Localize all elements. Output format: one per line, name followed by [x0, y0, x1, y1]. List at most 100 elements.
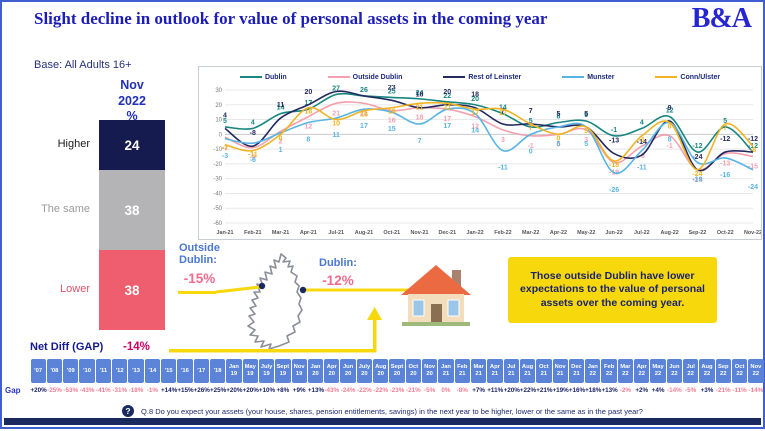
gap-column: '10 -43% [79, 359, 95, 395]
svg-text:Nov-21: Nov-21 [411, 230, 429, 236]
data-label: 0 [279, 135, 283, 142]
legend-label: Outside Dublin [352, 73, 403, 81]
data-label: 17 [304, 100, 312, 107]
gap-column: '16 +15% [177, 359, 194, 395]
data-label: -16 [720, 172, 730, 179]
gap-column: Feb 21 -8% [454, 359, 470, 395]
gap-column: Jan 19 +20% [226, 359, 243, 395]
gap-value: -43% [324, 387, 340, 394]
data-label: 22 [443, 93, 451, 100]
gap-value: -8% [456, 387, 468, 394]
data-label: -12 [748, 136, 758, 143]
gap-value: +3% [700, 387, 714, 394]
svg-text:Aug-22: Aug-22 [660, 230, 678, 236]
svg-text:Dec-21: Dec-21 [438, 230, 456, 236]
svg-text:-40: -40 [213, 191, 222, 197]
net-diff-arrow-shaft [373, 318, 377, 352]
insight-box: Those outside Dublin have lower expectat… [508, 257, 717, 323]
gap-value: +25% [209, 387, 227, 394]
data-label: 16 [388, 118, 396, 125]
svg-text:Sep-22: Sep-22 [689, 230, 707, 236]
data-label: 18 [304, 109, 312, 116]
gap-value: -23% [389, 387, 405, 394]
gap-column: Jan 22 +18% [585, 359, 601, 395]
bottom-bar [4, 418, 761, 425]
data-label: 3 [584, 137, 588, 144]
gap-period: Sept 19 [275, 359, 291, 383]
gap-column: '14 -1% [144, 359, 160, 395]
data-label: 4 [223, 112, 227, 119]
gap-value: -11% [732, 387, 747, 394]
gap-value: +13% [601, 387, 618, 394]
gap-column: Nov 19 +9% [291, 359, 307, 395]
svg-text:10: 10 [215, 118, 222, 124]
gap-column: Nov 22 -14% [748, 359, 764, 395]
svg-text:Feb-22: Feb-22 [494, 230, 511, 236]
gap-period: Jul 22 [683, 359, 699, 383]
data-label: 11 [277, 102, 285, 109]
bar-period-month: Nov [120, 78, 144, 92]
data-label: 3 [501, 137, 505, 144]
bar-period-header: Nov 2022 % [92, 78, 172, 125]
data-label: 27 [332, 85, 340, 92]
gap-value: +26% [193, 387, 210, 394]
gap-period: Aug 20 [373, 359, 389, 383]
gap-period: May 22 [650, 359, 666, 383]
gap-column: '13 -18% [128, 359, 144, 395]
gap-column: Aug 21 +22% [519, 359, 537, 395]
series-line-outside-dublin [224, 101, 754, 171]
data-label: 5 [529, 118, 533, 125]
data-label: -9 [250, 155, 256, 162]
gap-period: Nov 22 [748, 359, 764, 383]
gap-period: July 20 [356, 359, 373, 383]
gap-value: +7% [472, 387, 485, 394]
gap-value: +21% [536, 387, 553, 394]
gap-value: -21% [715, 387, 731, 394]
gap-value: +11% [487, 387, 504, 394]
svg-text:Mar-21: Mar-21 [272, 230, 289, 236]
gap-column: July 20 -22% [356, 359, 373, 395]
gap-period: '08 [46, 359, 63, 383]
legend-label: Rest of Leinster [468, 73, 522, 81]
gap-value: +22% [519, 387, 537, 394]
outside-dublin-label-line2: Dublin: [179, 254, 217, 267]
gap-period: Dec 21 [568, 359, 585, 383]
data-label: -1 [611, 127, 617, 134]
question-text: Q.8 Do you expect your assets (your hous… [141, 406, 643, 416]
gap-value: -18% [128, 387, 144, 394]
data-label: 16 [360, 112, 368, 119]
gap-period: Apr 21 [487, 359, 503, 383]
data-label: -12 [720, 136, 730, 143]
data-label: -24 [692, 154, 702, 161]
gap-value: +20% [503, 387, 520, 394]
gap-column: '09 -53% [63, 359, 79, 395]
data-label: 17 [471, 110, 479, 117]
gap-column: Sept 20 -23% [389, 359, 405, 395]
gap-period: Mar 22 [617, 359, 634, 383]
gap-period: Jan 19 [226, 359, 242, 383]
data-label: -24 [692, 171, 702, 178]
legend-swatch [327, 76, 350, 78]
data-label: -1 [639, 137, 645, 144]
data-label: 7 [723, 125, 727, 132]
svg-text:Jan-22: Jan-22 [467, 230, 484, 236]
data-label: 5 [584, 141, 588, 148]
gap-row-label: Gap [5, 386, 21, 395]
gap-column: '17 +26% [193, 359, 210, 395]
data-label: -13 [609, 138, 619, 145]
gap-value: -43% [79, 387, 95, 394]
svg-text:0: 0 [219, 132, 223, 138]
dublin-map-dot [299, 286, 307, 294]
svg-text:Oct-21: Oct-21 [383, 230, 400, 236]
house-icon [401, 265, 471, 326]
data-label: 21 [360, 110, 368, 117]
gap-value: -21% [405, 387, 421, 394]
data-label: 4 [251, 119, 255, 126]
gap-column: Jun 22 -14% [666, 359, 682, 395]
gap-period: Feb 22 [601, 359, 617, 383]
data-label: -24 [692, 177, 702, 184]
gap-value: -53% [63, 387, 79, 394]
gap-column: Oct 20 -21% [405, 359, 421, 395]
svg-text:Aug-21: Aug-21 [355, 230, 373, 236]
